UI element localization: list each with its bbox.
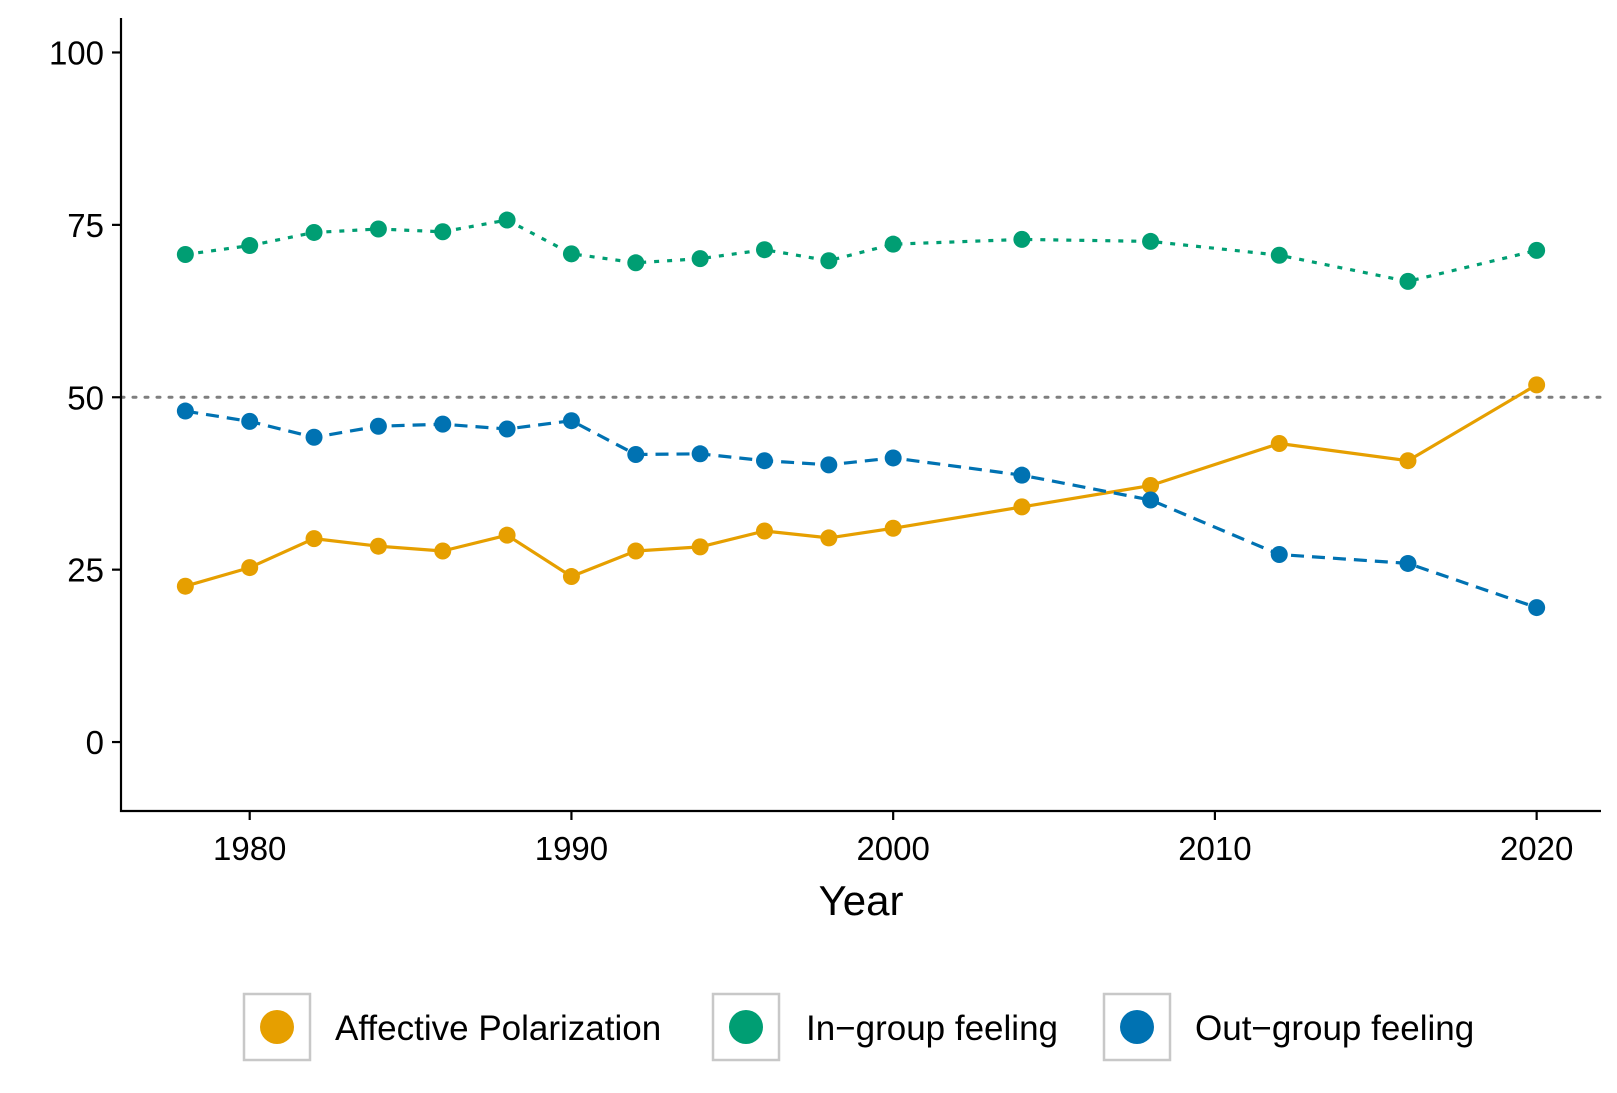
data-point-series-1-11 [884,235,902,253]
x-axis-title: Year [819,877,904,924]
data-point-series-2-5 [498,420,516,438]
legend-label-1: In−group feeling [806,1009,1058,1048]
data-point-series-0-14 [1270,434,1288,452]
data-point-series-0-12 [1013,498,1031,516]
data-point-series-0-0 [176,577,194,595]
data-point-series-1-15 [1399,272,1417,290]
data-point-series-0-8 [691,538,709,556]
data-point-series-1-16 [1528,241,1546,259]
data-point-series-2-0 [176,402,194,420]
data-point-series-0-1 [241,559,259,577]
y-tick-label-4: 100 [49,34,104,71]
data-point-series-1-4 [434,223,452,241]
data-point-series-1-0 [176,246,194,264]
legend-item-2: Out−group feeling [1102,992,1474,1062]
axis-lines [119,18,1601,813]
data-point-series-2-1 [241,412,259,430]
x-tick-label-2: 2000 [856,830,929,867]
x-tick-label-1: 1990 [535,830,608,867]
data-point-series-1-8 [691,250,709,268]
series-layer [176,211,1546,617]
data-point-series-0-16 [1528,376,1546,394]
series-line-1 [185,218,1538,283]
data-point-series-2-8 [691,445,709,463]
y-tick-label-3: 75 [67,207,104,244]
data-point-series-1-6 [562,245,580,263]
data-point-series-0-7 [627,542,645,560]
data-point-series-1-2 [305,223,323,241]
data-point-series-2-11 [884,449,902,467]
data-point-series-0-3 [369,537,387,555]
data-point-series-2-9 [755,452,773,470]
data-point-series-2-13 [1142,491,1160,509]
legend-key-dot-2 [1120,1010,1154,1044]
data-point-series-0-9 [755,522,773,540]
data-point-series-0-11 [884,519,902,537]
series-2 [176,402,1546,617]
data-point-series-1-7 [627,254,645,272]
data-point-series-0-15 [1399,452,1417,470]
legend-item-0: Affective Polarization [242,992,661,1062]
data-point-series-0-10 [820,529,838,547]
series-1 [176,211,1546,290]
y-tick-label-0: 0 [86,724,104,761]
data-point-series-0-2 [305,530,323,548]
data-point-series-1-5 [498,211,516,229]
data-point-series-2-14 [1270,545,1288,563]
data-point-series-2-10 [820,456,838,474]
legend-label-0: Affective Polarization [335,1009,661,1048]
legend-label-2: Out−group feeling [1195,1009,1474,1048]
legend: Affective Polarization In−group feeling Ou… [242,992,1474,1062]
data-point-series-0-13 [1142,477,1160,495]
x-tick-label-0: 1980 [213,830,286,867]
data-point-series-1-10 [820,252,838,270]
data-point-series-2-6 [562,412,580,430]
data-point-series-0-4 [434,542,452,560]
data-point-series-2-15 [1399,554,1417,572]
data-point-series-2-3 [369,417,387,435]
data-point-series-2-16 [1528,599,1546,617]
axes-layer: 0 25 50 75 100 1980 1990 2000 2010 2020 [49,18,1601,867]
data-point-series-1-9 [755,241,773,259]
data-point-series-1-12 [1013,230,1031,248]
y-tick-label-2: 50 [67,379,104,416]
legend-item-1: In−group feeling [711,992,1058,1062]
data-point-series-2-4 [434,415,452,433]
data-point-series-2-7 [627,445,645,463]
legend-key-dot-1 [729,1010,763,1044]
data-point-series-2-2 [305,428,323,446]
x-tick-label-4: 2020 [1500,830,1573,867]
x-tick-label-3: 2010 [1178,830,1251,867]
y-tick-label-1: 25 [67,552,104,589]
legend-key-dot-0 [260,1010,294,1044]
data-point-series-1-3 [369,220,387,238]
data-point-series-2-12 [1013,466,1031,484]
data-point-series-0-6 [562,568,580,586]
data-point-series-1-13 [1142,232,1160,250]
series-0 [176,376,1546,595]
data-point-series-1-14 [1270,246,1288,264]
data-point-series-0-5 [498,526,516,544]
data-point-series-1-1 [241,237,259,255]
